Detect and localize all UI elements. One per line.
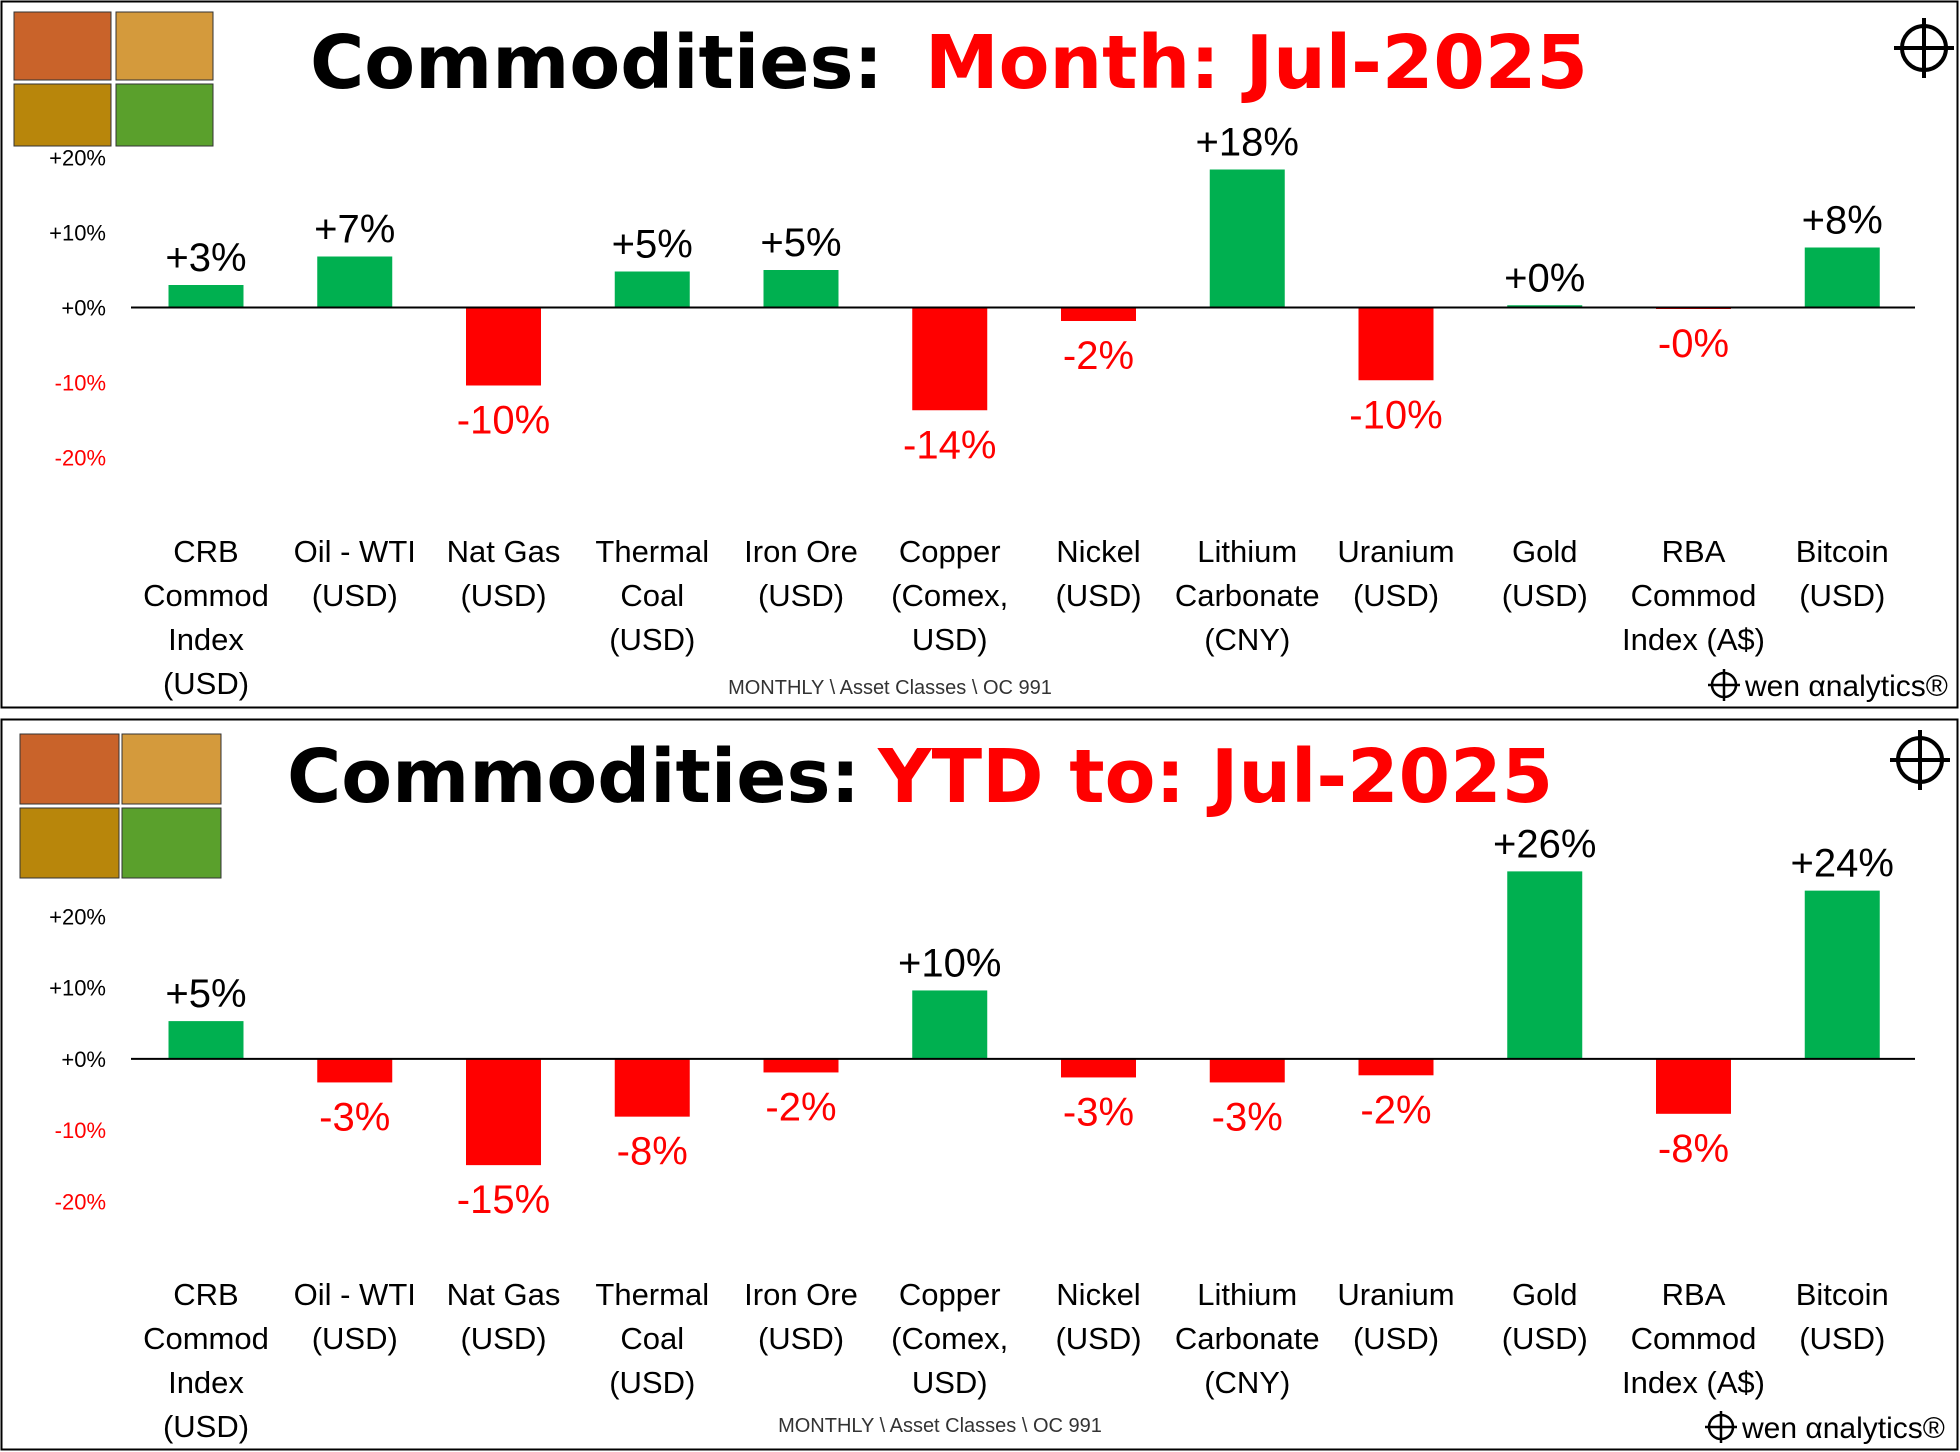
bar: [466, 1058, 541, 1166]
value-label: -8%: [617, 1130, 688, 1174]
x-tick-label: Oil - WTI (USD): [294, 534, 416, 613]
y-tick-label: +10%: [49, 221, 106, 246]
x-tick-label: Iron Ore (USD): [744, 534, 858, 613]
bar: [1358, 1058, 1434, 1076]
value-label: +5%: [612, 223, 693, 267]
value-label: -8%: [1658, 1127, 1729, 1171]
y-tick-label: +0%: [61, 296, 106, 321]
value-label: -2%: [1063, 334, 1134, 378]
x-tick-label: Lithium Carbonate (CNY): [1175, 1277, 1320, 1400]
bar: [763, 1058, 839, 1073]
value-label: -2%: [1360, 1088, 1431, 1132]
value-label: -0%: [1658, 322, 1729, 366]
x-tick-label: Iron Ore (USD): [744, 1277, 858, 1356]
value-label: +0%: [1504, 256, 1585, 300]
chart-title: Commodities:: [287, 734, 860, 820]
x-tick-label: Gold (USD): [1502, 1277, 1588, 1356]
value-label: -15%: [457, 1178, 550, 1222]
x-tick-label: Bitcoin (USD): [1796, 1277, 1889, 1356]
bar: [763, 270, 839, 308]
value-label: +10%: [898, 941, 1001, 985]
x-tick-label: Bitcoin (USD): [1796, 534, 1889, 613]
value-label: +3%: [165, 236, 246, 280]
bar: [1209, 169, 1285, 308]
y-tick-label: -20%: [55, 1190, 106, 1215]
x-tick-label: Nat Gas (USD): [447, 534, 561, 613]
y-tick-label: -20%: [55, 446, 106, 471]
bar: [912, 307, 988, 411]
value-label: -10%: [1349, 393, 1442, 437]
value-label: -14%: [903, 423, 996, 467]
value-label: -3%: [1212, 1095, 1283, 1139]
bar: [317, 256, 393, 308]
bar: [1656, 1058, 1731, 1114]
x-tick-label: Nickel (USD): [1055, 1277, 1141, 1356]
value-label: -3%: [319, 1095, 390, 1139]
bar: [614, 1058, 690, 1117]
y-tick-label: -10%: [55, 1118, 106, 1143]
value-label: +5%: [760, 221, 841, 265]
logo-mark: [1708, 669, 1740, 701]
bar: [466, 307, 541, 386]
thumbnail-icons: [13, 11, 222, 879]
chart-subtitle: YTD to: Jul-2025: [877, 734, 1553, 820]
x-tick-label: Lithium Carbonate (CNY): [1175, 534, 1320, 657]
y-tick-label: +20%: [49, 146, 106, 171]
value-label: +7%: [314, 208, 395, 252]
y-tick-label: +20%: [49, 904, 106, 929]
value-label: -2%: [765, 1085, 836, 1129]
x-tick-label: RBA Commod Index (A$): [1622, 1277, 1765, 1400]
x-tick-label: Thermal Coal (USD): [595, 534, 709, 657]
x-tick-label: Uranium (USD): [1337, 1277, 1454, 1356]
x-tick-label: CRB Commod Index (USD): [143, 534, 269, 701]
value-label: -3%: [1063, 1090, 1134, 1134]
y-tick-label: -10%: [55, 371, 106, 396]
footer-note: MONTHLY \ Asset Classes \ OC 991: [778, 1415, 1102, 1437]
y-tick-label: +10%: [49, 976, 106, 1001]
logo-mark: [1705, 1411, 1737, 1443]
value-label: +18%: [1196, 121, 1299, 165]
logo-text: wen αnalytics®: [1744, 670, 1948, 703]
bar: [614, 271, 690, 308]
chart-title: Commodities:: [310, 20, 883, 106]
bar: [1804, 247, 1880, 308]
value-label: +24%: [1791, 842, 1894, 886]
x-tick-label: Nat Gas (USD): [447, 1277, 561, 1356]
x-tick-label: Copper (Comex, USD): [891, 1277, 1008, 1400]
x-tick-label: Nickel (USD): [1055, 534, 1141, 613]
bar: [1804, 890, 1880, 1059]
value-label: +8%: [1802, 199, 1883, 243]
bar: [1061, 307, 1136, 321]
bar: [912, 990, 988, 1059]
bar: [317, 1058, 393, 1083]
bar: [1507, 871, 1583, 1059]
x-tick-label: Uranium (USD): [1337, 534, 1454, 613]
value-label: +5%: [165, 972, 246, 1016]
x-tick-label: Oil - WTI (USD): [294, 1277, 416, 1356]
x-tick-label: Thermal Coal (USD): [595, 1277, 709, 1400]
x-tick-label: Copper (Comex, USD): [891, 534, 1008, 657]
x-tick-label: CRB Commod Index (USD): [143, 1277, 269, 1444]
crosshair-icon: [1890, 18, 1954, 790]
logo-text: wen αnalytics®: [1741, 1412, 1945, 1445]
value-label: -10%: [457, 399, 550, 443]
value-label: +26%: [1493, 822, 1596, 866]
bar: [1061, 1058, 1136, 1078]
bar: [1209, 1058, 1285, 1083]
chart-subtitle: Month: Jul-2025: [925, 20, 1588, 106]
y-tick-label: +0%: [61, 1047, 106, 1072]
bar: [168, 285, 244, 308]
footer-note: MONTHLY \ Asset Classes \ OC 991: [728, 677, 1052, 699]
bar: [1358, 307, 1434, 381]
bar: [1507, 305, 1583, 308]
x-tick-label: Gold (USD): [1502, 534, 1588, 613]
bar: [168, 1021, 244, 1059]
x-tick-label: RBA Commod Index (A$): [1622, 534, 1765, 657]
